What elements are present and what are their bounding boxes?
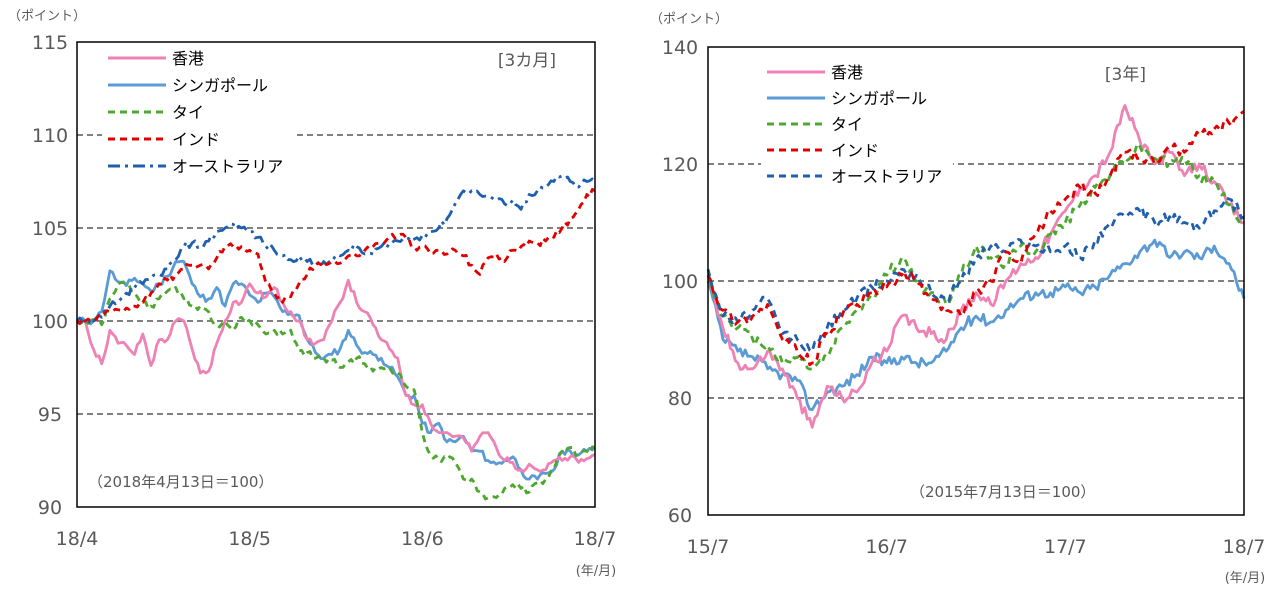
x-tick-label: 17/7 [1044, 536, 1087, 558]
y-tick-label: 120 [662, 154, 698, 176]
x-tick-label: 18/4 [56, 528, 99, 550]
y-tick-label: 95 [38, 404, 62, 426]
base-note: （2018年4月13日＝100） [88, 473, 273, 491]
y-tick-label: 80 [668, 388, 692, 410]
y-unit-label: （ポイント） [8, 9, 86, 24]
y-tick-label: 100 [32, 311, 68, 333]
series-line-australia [706, 196, 1245, 353]
x-unit-label: (年/月) [576, 564, 617, 579]
period-label: [3年] [1105, 65, 1146, 85]
x-tick-label: 16/7 [865, 536, 908, 558]
base-note: （2015年7月13日＝100） [910, 483, 1095, 501]
series-line-singapore [76, 259, 596, 481]
period-label: [3カ月] [498, 51, 556, 71]
legend-label-thailand: タイ [831, 115, 863, 134]
x-tick-label: 18/7 [574, 528, 617, 550]
legend-label-india: インド [172, 130, 220, 149]
x-tick-label: 18/7 [1223, 536, 1266, 558]
legend-label-singapore: シンガポール [831, 89, 927, 108]
legend-label-singapore: シンガポール [172, 76, 268, 95]
series-line-singapore [706, 238, 1246, 412]
y-tick-label: 60 [668, 505, 692, 527]
legend-label-australia: オーストラリア [172, 157, 283, 176]
legend-label-hongkong: 香港 [831, 63, 863, 82]
x-tick-label: 18/6 [401, 528, 444, 550]
y-tick-label: 90 [38, 497, 62, 519]
legend-background [102, 44, 294, 185]
legend-label-australia: オーストラリア [831, 167, 942, 186]
plot-frame [76, 41, 596, 508]
legend-label-thailand: タイ [172, 103, 204, 122]
legend-background [761, 58, 953, 194]
y-tick-label: 115 [32, 32, 68, 54]
y-tick-label: 100 [662, 271, 698, 293]
legend-label-india: インド [831, 141, 879, 160]
x-tick-label: 18/5 [228, 528, 271, 550]
y-tick-label: 140 [662, 37, 698, 59]
series-line-thailand [707, 142, 1245, 371]
chart-1: 115 110 105 100 95 90 18/4 18/5 18/6 18/7 （ポイント） (年… [8, 9, 616, 579]
x-unit-label: (年/月) [1225, 571, 1266, 586]
plot-frame [707, 46, 1245, 516]
legend-label-hongkong: 香港 [172, 49, 204, 68]
series-line-thailand [76, 281, 596, 501]
x-tick-label: 15/7 [687, 536, 730, 558]
series-line-india [76, 188, 596, 325]
series-line-australia [75, 174, 596, 326]
y-unit-label: （ポイント） [650, 12, 728, 27]
series-line-hongkong [706, 104, 1245, 429]
y-tick-label: 110 [32, 125, 68, 147]
chart-2: 140 120 100 80 60 15/7 16/7 17/7 18/7 （ポイント） (年/月)… [650, 12, 1265, 586]
series-line-hongkong [76, 278, 596, 473]
y-tick-label: 105 [32, 218, 68, 240]
